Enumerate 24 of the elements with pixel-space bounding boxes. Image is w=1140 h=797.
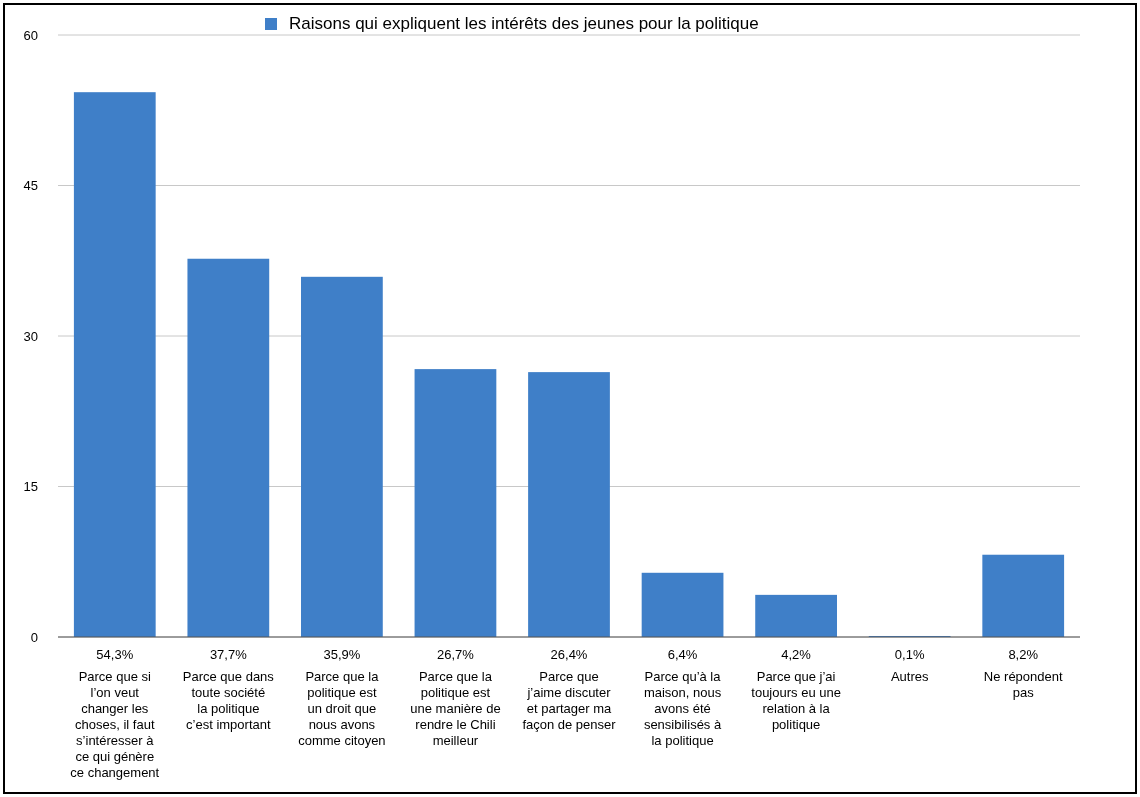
data-label: 0,1% — [894, 647, 925, 662]
data-label: 4,2% — [781, 647, 812, 662]
data-label: 26,7% — [437, 647, 475, 662]
data-label: 26,4% — [550, 647, 588, 662]
y-tick-label: 0 — [30, 629, 38, 645]
data-label: 6,4% — [667, 647, 698, 662]
x-tick-label: Parce que si l’on veut changer les choses, il faut s’intéresser à ce qui génère ce changement — [70, 669, 160, 780]
x-tick-label: Autres — [890, 669, 929, 684]
y-tick-label: 15 — [23, 479, 38, 495]
data-label: 37,7% — [209, 647, 248, 662]
y-tick-label: 45 — [23, 178, 38, 194]
legend-label: Raisons qui expliquent les intérêts des jeunes pour la politique — [289, 14, 759, 33]
x-tick-label: Parce que j’ai toujours eu une relation à la politique — [751, 669, 841, 732]
x-tick-label: Parce que la politique est une manière de rendre le Chili meilleur — [410, 669, 501, 748]
x-tick-label: Ne répondent pas — [983, 669, 1063, 700]
x-tick-label: Parce que la politique est un droit que nous avons comme citoyen — [298, 669, 386, 748]
x-tick-label: Parce qu’à la maison, nous avons été sensibilisés à la politique — [643, 669, 722, 748]
data-label: 35,9% — [323, 647, 361, 662]
x-tick-label: Parce que dans toute société la politique c’est important — [182, 669, 275, 732]
data-label: 8,2% — [1008, 647, 1039, 662]
y-tick-label: 60 — [23, 27, 38, 43]
data-label: 54,3% — [96, 647, 134, 662]
x-tick-label: Parce que j’aime discuter et partager ma façon de penser — [522, 669, 617, 732]
y-tick-label: 30 — [23, 328, 38, 344]
